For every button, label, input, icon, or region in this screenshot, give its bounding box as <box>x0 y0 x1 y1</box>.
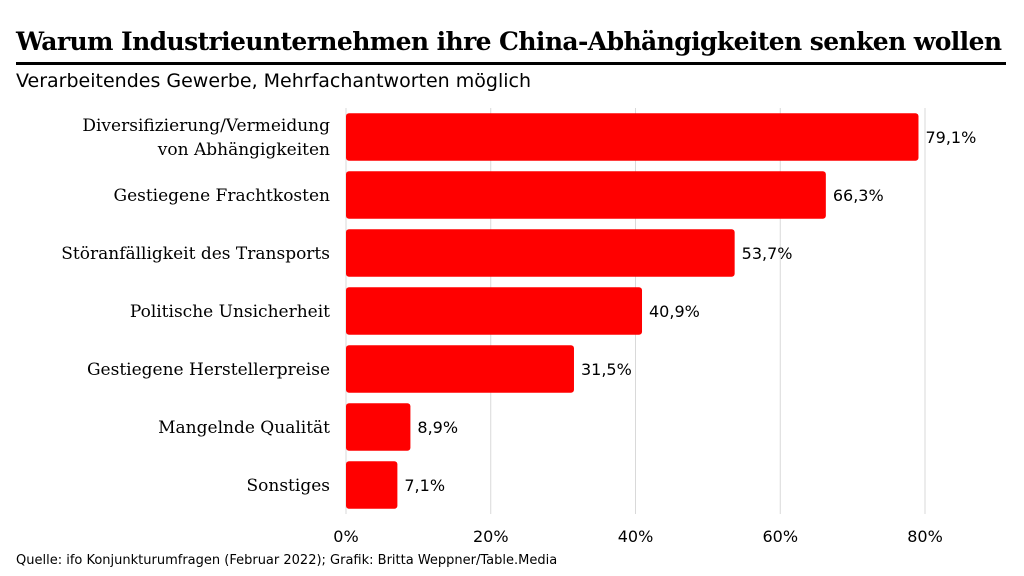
bar <box>346 345 574 393</box>
bar <box>346 403 411 451</box>
x-tick-label: 0% <box>333 527 358 546</box>
bar <box>346 461 398 509</box>
bar <box>346 287 643 335</box>
category-label: Mangelnde Qualität <box>158 418 330 438</box>
x-tick-label: 20% <box>473 527 509 546</box>
value-label: 66,3% <box>833 186 884 205</box>
category-label: Gestiegene Frachtkosten <box>113 186 330 206</box>
x-tick-label: 80% <box>907 527 943 546</box>
value-label: 7,1% <box>404 476 445 495</box>
title-divider <box>16 62 1006 65</box>
category-label: Sonstiges <box>247 476 331 496</box>
category-label: Störanfälligkeit des Transports <box>61 244 330 264</box>
category-label: Politische Unsicherheit <box>130 302 330 322</box>
value-label: 79,1% <box>925 128 976 147</box>
source-note: Quelle: ifo Konjunkturumfragen (Februar … <box>16 553 558 568</box>
value-label: 40,9% <box>649 302 700 321</box>
category-label: Gestiegene Herstellerpreise <box>87 360 330 380</box>
x-tick-label: 40% <box>618 527 654 546</box>
bar <box>346 229 735 277</box>
x-tick-label: 60% <box>762 527 798 546</box>
chart-subtitle: Verarbeitendes Gewerbe, Mehrfachantworte… <box>16 70 531 92</box>
category-label: Diversifizierung/Vermeidung von Abhängigk… <box>82 116 330 160</box>
value-label: 8,9% <box>417 418 458 437</box>
chart-title: Warum Industrieunternehmen ihre China-Ab… <box>16 27 1002 56</box>
value-label: 53,7% <box>742 244 793 263</box>
bar <box>346 171 826 219</box>
value-label: 31,5% <box>581 360 632 379</box>
bar <box>346 113 919 161</box>
